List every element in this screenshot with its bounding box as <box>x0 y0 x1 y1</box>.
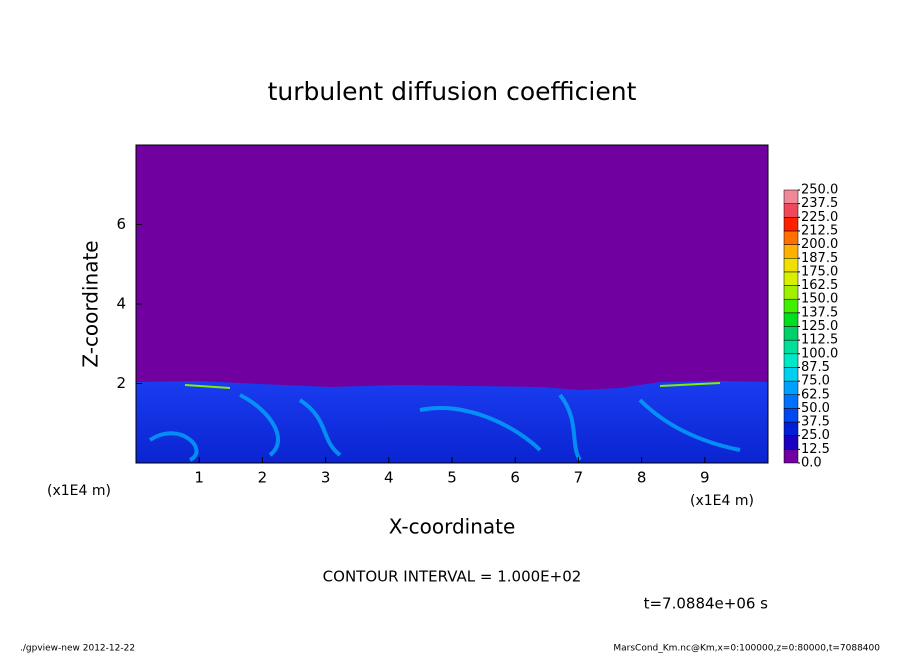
colorbar-label: 250.0 <box>801 183 838 198</box>
colorbar-band <box>783 380 799 396</box>
colorbar-label: 87.5 <box>801 360 830 375</box>
colorbar-label: 150.0 <box>801 292 838 307</box>
contour-interval: CONTOUR INTERVAL = 1.000E+02 <box>323 568 582 586</box>
colorbar-label: 0.0 <box>801 456 822 471</box>
colorbar-label: 225.0 <box>801 210 838 225</box>
y-tick-label: 4 <box>116 295 126 313</box>
colorbar-label: 62.5 <box>801 387 830 402</box>
colorbar-label: 175.0 <box>801 264 838 279</box>
x-unit: (x1E4 m) <box>690 493 754 509</box>
y-tick-label: 2 <box>116 374 126 392</box>
x-axis-label: X-coordinate <box>389 515 516 539</box>
chart-title: turbulent diffusion coefficient <box>268 77 637 106</box>
eddy <box>148 393 741 462</box>
x-tick-label: 4 <box>384 469 394 487</box>
x-tick-label: 5 <box>447 469 457 487</box>
colorbar-label: 137.5 <box>801 305 838 320</box>
colorbar-band <box>783 203 799 218</box>
footer-left: ./gpview-new 2012-12-22 <box>20 644 135 654</box>
colorbar-band <box>783 312 799 327</box>
colorbar-band <box>783 189 799 204</box>
time-label: t=7.0884e+06 s <box>644 595 769 613</box>
colorbar-band <box>783 298 799 314</box>
turbulent-layer <box>136 381 768 463</box>
colorbar-label: 25.0 <box>801 428 830 443</box>
colorbar-label: 162.5 <box>801 278 838 293</box>
y-axis-label: Z-coordinate <box>79 240 103 367</box>
colorbar-label: 50.0 <box>801 401 830 416</box>
y-unit: (x1E4 m) <box>47 483 111 499</box>
colorbar-band <box>783 271 799 286</box>
colorbar-label: 12.5 <box>801 442 830 457</box>
colorbar-label: 37.5 <box>801 415 830 430</box>
colorbar-label: 212.5 <box>801 223 838 238</box>
footer-right: MarsCond_Km.nc@Km,x=0:100000,z=0:80000,t… <box>613 644 880 654</box>
x-tick-label: 1 <box>194 469 204 487</box>
x-tick-label: 8 <box>637 469 647 487</box>
colorbar-band <box>783 258 799 273</box>
colorbar-band <box>783 449 799 464</box>
colorbar-band <box>783 326 799 341</box>
colorbar-label: 200.0 <box>801 237 838 252</box>
colorbar-band <box>783 244 799 259</box>
x-tick-label: 9 <box>700 469 710 487</box>
colorbar-band <box>783 353 799 368</box>
colorbar-label: 100.0 <box>801 346 838 361</box>
colorbar-label: 125.0 <box>801 319 838 334</box>
x-tick-label: 2 <box>258 469 268 487</box>
colorbar-label: 187.5 <box>801 251 838 266</box>
colorbar-band <box>783 367 799 382</box>
colorbar-band <box>783 339 799 355</box>
colorbar-band <box>783 230 799 245</box>
field <box>136 145 768 463</box>
x-tick-label: 3 <box>321 469 331 487</box>
colorbar-band <box>783 408 799 423</box>
colorbar-band <box>783 421 799 436</box>
colorbar-label: 75.0 <box>801 374 830 389</box>
colorbar-band <box>783 285 799 300</box>
hot-spot <box>184 382 721 389</box>
colorbar-label: 112.5 <box>801 333 838 348</box>
colorbar-label: 237.5 <box>801 196 838 211</box>
colorbar-band <box>783 394 799 409</box>
colorbar-band <box>783 217 799 232</box>
x-tick-label: 6 <box>510 469 520 487</box>
y-tick-label: 6 <box>116 215 126 233</box>
colorbar-band <box>783 435 799 450</box>
x-tick-label: 7 <box>574 469 584 487</box>
